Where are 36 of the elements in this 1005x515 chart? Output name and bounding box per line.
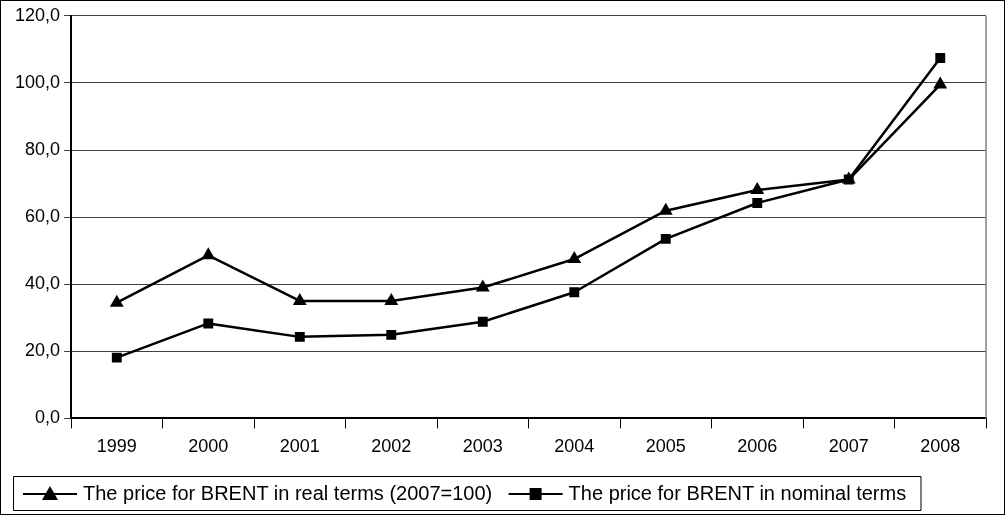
- point: [294, 331, 305, 342]
- y-tick-label: 60,0: [25, 206, 61, 227]
- point: [750, 181, 765, 194]
- x-tick-label: 2000: [188, 436, 229, 457]
- point: [569, 287, 580, 298]
- y-tick-label: 100,0: [15, 71, 61, 92]
- point: [203, 318, 214, 329]
- point: [201, 247, 216, 260]
- point: [111, 352, 122, 363]
- y-tick-label: 120,0: [15, 4, 61, 25]
- point: [567, 251, 582, 264]
- point: [658, 202, 673, 215]
- legend-label: The price for BRENT in real terms (2007=100): [83, 481, 493, 504]
- x-tick-label: 2001: [279, 436, 320, 457]
- legend-label: The price for BRENT in nominal terms: [568, 481, 907, 504]
- x-tick-label: 2007: [828, 436, 869, 457]
- point: [752, 198, 763, 208]
- point: [292, 292, 307, 305]
- x-tick-label: 2005: [645, 436, 686, 457]
- x-tick-label: 2003: [462, 436, 503, 457]
- point: [660, 233, 671, 244]
- point: [933, 76, 948, 89]
- x-tick-label: 2002: [371, 436, 412, 457]
- y-tick-label: 20,0: [25, 340, 61, 361]
- y-tick-label: 0,0: [35, 407, 61, 428]
- x-tick-label: 2006: [737, 436, 778, 457]
- point: [477, 316, 488, 327]
- point: [384, 292, 399, 305]
- point: [475, 279, 490, 292]
- x-tick-label: 2008: [920, 436, 961, 457]
- point: [386, 329, 397, 340]
- point: [109, 294, 124, 307]
- y-tick-label: 40,0: [25, 273, 61, 294]
- x-tick-label: 1999: [96, 436, 137, 457]
- y-tick-label: 80,0: [25, 138, 61, 159]
- x-tick-label: 2004: [554, 436, 595, 457]
